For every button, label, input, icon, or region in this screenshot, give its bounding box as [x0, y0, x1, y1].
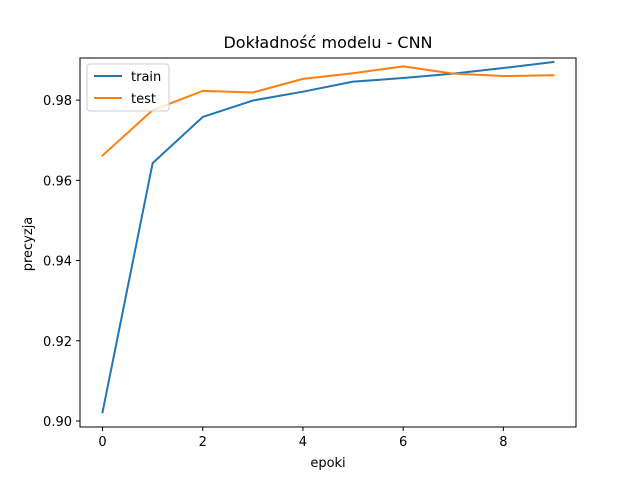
legend-label-test: test [131, 92, 156, 107]
plot-area: 0 2 4 6 8 0.90 0.92 0.94 0.96 0.98 [43, 57, 577, 450]
x-tick-label: 2 [199, 435, 207, 450]
x-axis-label: epoki [310, 456, 345, 471]
chart-title: Dokładność modelu - CNN [223, 33, 432, 52]
legend: train test [86, 63, 170, 112]
x-tick-label: 0 [98, 435, 106, 450]
y-tick-label: 0.92 [43, 335, 72, 350]
series-line-train [101, 60, 555, 414]
x-tick-label: 8 [499, 435, 507, 450]
y-tick-label: 0.96 [43, 174, 72, 189]
y-tick-label: 0.90 [43, 415, 72, 430]
x-tick-label: 6 [399, 435, 407, 450]
series-line-test [101, 65, 555, 157]
y-axis-label: precyzja [21, 217, 36, 272]
y-tick-label: 0.94 [43, 255, 72, 270]
axes-frame [79, 57, 577, 428]
legend-label-train: train [131, 70, 161, 85]
y-tick-label: 0.98 [43, 94, 72, 109]
x-tick-label: 4 [299, 435, 307, 450]
